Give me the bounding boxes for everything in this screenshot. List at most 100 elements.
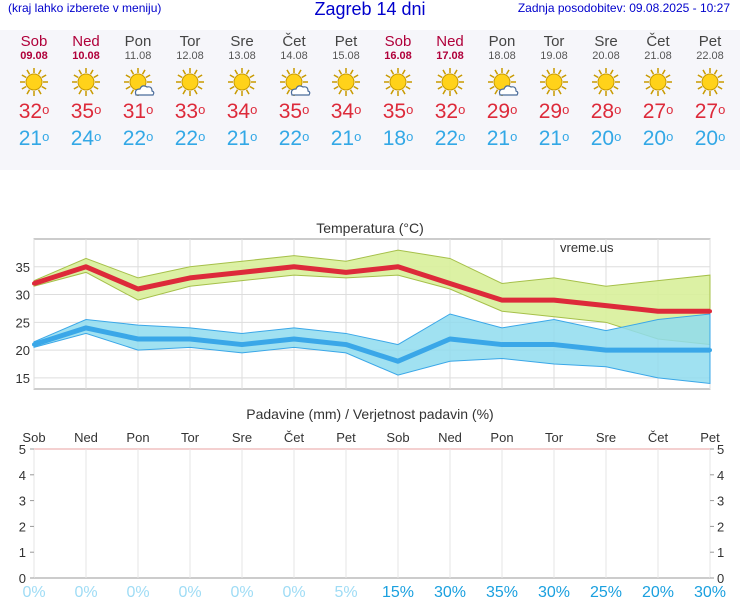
day-date: 20.08 [592,50,620,62]
x-tick-label: Čet [648,430,669,445]
max-temp-point [188,275,192,280]
min-temp-point [188,337,192,341]
max-temp: 32o [434,100,466,123]
min-temp-point [396,359,400,364]
sun-icon [424,65,476,99]
day-date: 19.08 [540,50,568,62]
day-date: 21.08 [644,50,672,62]
max-temp-point [448,281,452,286]
min-temp: 22o [434,127,466,150]
y-tick-label-right: 3 [717,494,724,509]
sun-icon [216,65,268,99]
day-column: Čet 21.08 27o 20o [632,30,684,153]
sun-cloud-icon [268,65,320,99]
day-date: 15.08 [332,50,360,62]
x-tick-label: Sob [386,430,409,445]
day-name: Tor [179,33,201,50]
max-temp-point [656,309,660,314]
min-temp-point [500,342,504,347]
max-temp-point [292,264,296,269]
day-column: Čet 14.08 35o 22o [268,30,320,153]
min-temp-point [344,342,348,347]
plot-area [34,449,710,578]
sun-icon [164,65,216,99]
day-name: Čet [646,33,670,50]
sun-icon [528,65,580,99]
precip-probability: 35% [486,584,518,600]
y-tick-label: 15 [16,371,30,386]
day-date: 18.08 [488,50,516,62]
day-date: 17.08 [436,50,464,62]
sun-icon [320,65,372,99]
max-temp-point [396,264,400,269]
max-temp: 29o [538,100,570,123]
day-name: Pon [488,33,516,50]
max-temp: 35o [70,100,102,123]
y-tick-label-left: 1 [19,545,26,560]
x-tick-label: Pon [490,430,513,445]
min-temp: 22o [174,127,206,150]
min-temp: 24o [70,127,102,150]
max-temp-point [500,298,504,303]
y-tick-label-left: 4 [19,468,26,483]
x-tick-label: Tor [545,430,564,445]
day-column: Ned 17.08 32o 22o [424,30,476,153]
day-date: 09.08 [20,50,48,62]
day-name: Pet [334,33,358,50]
precip-probability: 0% [74,584,97,600]
sun-cloud-icon [476,65,528,99]
x-tick-label: Sre [596,430,616,445]
page-title: Zagreb 14 dni [314,0,426,19]
day-column: Ned 10.08 35o 24o [60,30,112,153]
sun-icon [632,65,684,99]
min-temp-point [136,337,140,341]
day-date: 11.08 [124,50,152,62]
temperature-chart: 15 20 25 30 35 Temperatura (°C) vreme.us [16,220,712,390]
chart-title: Temperatura (°C) [316,220,424,236]
day-name: Tor [543,33,565,50]
day-column: Tor 12.08 33o 22o [164,30,216,153]
day-column: Pon 18.08 29o 21o [476,30,528,153]
x-tick-label: Pon [126,430,149,445]
min-temp-point [604,348,608,353]
y-tick-label-right: 0 [717,571,724,586]
max-temp-point [32,281,36,286]
max-temp: 32o [18,100,50,123]
day-date: 22.08 [696,50,724,62]
max-temp-point [344,270,348,275]
x-tick-label: Pet [336,430,356,445]
watermark: vreme.us [560,240,614,255]
day-name: Sob [20,33,48,50]
day-column: Sre 13.08 34o 21o [216,30,268,153]
min-temp-point [292,337,296,341]
min-temp: 20o [590,127,622,150]
sun-icon [8,65,60,99]
x-tick-label: Ned [74,430,98,445]
precip-probability: 0% [178,584,201,600]
min-temp: 21o [538,127,570,150]
day-name: Sob [384,33,412,50]
sun-icon [684,65,736,99]
precip-probability: 0% [282,584,305,600]
min-temp-point [552,342,556,347]
min-temp: 21o [486,127,518,150]
min-temp: 18o [382,127,414,150]
y-tick-label-left: 5 [19,442,26,457]
precip-probability: 0% [230,584,253,600]
precip-probability: 0% [126,584,149,600]
x-tick-label: Sre [232,430,252,445]
day-name: Pet [698,33,722,50]
precip-probability: 30% [434,584,466,600]
day-date: 10.08 [72,50,100,62]
day-column: Tor 19.08 29o 21o [528,30,580,153]
y-tick-label: 35 [16,260,30,275]
min-temp: 22o [122,127,154,150]
max-temp-point [552,298,556,303]
min-temp-point [448,337,452,341]
max-temp-point [708,309,712,314]
sun-icon [580,65,632,99]
x-tick-label: Sob [22,430,45,445]
min-temp-point [240,342,244,347]
min-temp-band [33,313,711,385]
min-temp: 20o [694,127,726,150]
